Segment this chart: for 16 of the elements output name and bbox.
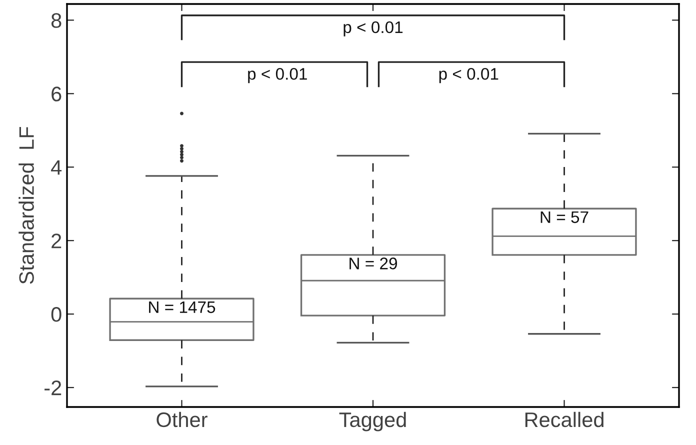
y-tick-label: 2 [52, 234, 62, 248]
y-tick-label: 0 [51, 307, 62, 322]
y-axis-title: Standardized LF [18, 127, 34, 284]
annotation: N = 29 [350, 258, 397, 270]
annotation: p < 0.01 [439, 68, 498, 84]
x-tick-label: Other [156, 412, 208, 428]
annotation: p < 0.01 [344, 21, 403, 36]
annotation: p < 0.01 [248, 68, 307, 84]
x-tick-label: Recalled [525, 412, 604, 428]
y-tick-label: 4 [51, 160, 62, 175]
x-tick-label: Tagged [339, 412, 406, 432]
y-tick-label: 8 [51, 13, 62, 28]
annotation: N = 1475 [149, 301, 216, 314]
y-tick-label: -2 [44, 380, 62, 396]
y-tick-label: 6 [52, 86, 62, 102]
annotation: N = 57 [540, 211, 588, 224]
